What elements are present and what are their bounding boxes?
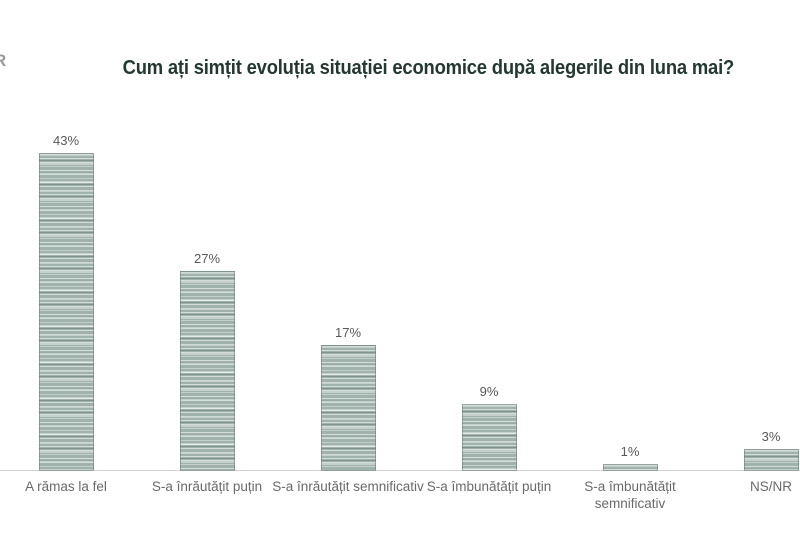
bar-value-label: 43% xyxy=(52,133,80,148)
bar-value-label: 27% xyxy=(193,251,221,266)
x-tick-label: S-a înrăutățit puțin xyxy=(151,479,263,494)
x-tick-label: S-a îmbunătățit semnificativ xyxy=(584,479,676,511)
bar xyxy=(602,464,658,471)
clipped-watermark-fragment: R xyxy=(0,51,7,70)
chart-title-container: Cum ați simțit evoluția situației econom… xyxy=(28,57,800,80)
x-tick-label: S-a înrăutățit semnificativ xyxy=(272,479,424,494)
bar xyxy=(179,271,235,471)
x-tick-label: A rămas la fel xyxy=(25,479,107,494)
bar-value-label: 17% xyxy=(334,325,362,340)
x-axis-line xyxy=(0,470,800,471)
x-tick-label: S-a îmbunătățit puțin xyxy=(426,479,552,494)
bar-value-label: 9% xyxy=(479,384,499,399)
x-tick-label: NS/NR xyxy=(749,479,793,494)
bar xyxy=(38,153,94,471)
bar xyxy=(461,404,517,471)
bar-value-label: 3% xyxy=(761,429,781,444)
bar xyxy=(320,345,376,471)
bar xyxy=(743,449,799,471)
chart-title: Cum ați simțit evoluția situației econom… xyxy=(122,57,734,79)
bar-value-label: 1% xyxy=(620,444,640,459)
